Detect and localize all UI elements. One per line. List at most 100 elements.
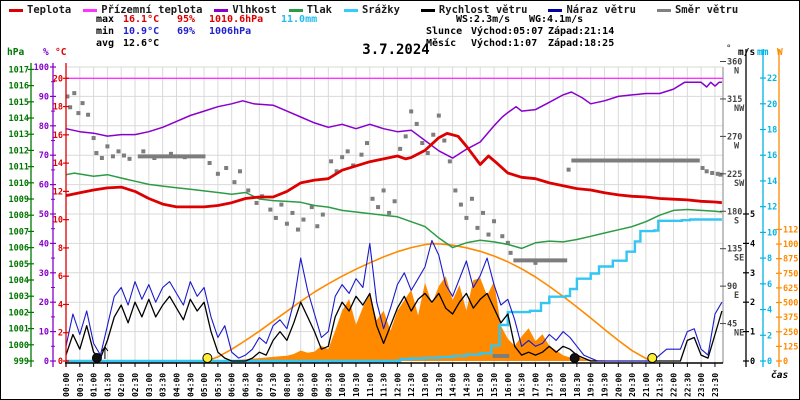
stats-row: min 10.9°C 69% 1006hPa	[96, 26, 356, 38]
svg-text:21:00: 21:00	[642, 373, 651, 397]
svg-text:m/s: m/s	[738, 47, 755, 58]
svg-text:1008: 1008	[9, 211, 29, 221]
svg-text:135: 135	[727, 245, 742, 255]
series-teplota	[65, 132, 723, 209]
moon-icon	[569, 353, 580, 363]
svg-text:23:00: 23:00	[697, 373, 706, 397]
svg-text:20: 20	[53, 74, 63, 84]
chart-title: 3.7.2024	[362, 42, 430, 58]
legend-swatch	[214, 8, 229, 12]
svg-text:1001: 1001	[9, 325, 29, 335]
svg-text:10: 10	[39, 328, 49, 338]
legend-label: Náraz větru	[566, 4, 636, 16]
svg-text:90: 90	[39, 92, 49, 102]
axis-temp: 0 2 4 6 8 10 12 14 16 18 20 °C	[53, 47, 69, 367]
legend-item: Směr větru	[656, 4, 739, 16]
legend-swatch	[656, 8, 671, 12]
stats-row: WS:2.3m/s WG:4.1m/s	[426, 14, 666, 26]
svg-text:3: 3	[750, 269, 755, 279]
svg-text:1016: 1016	[9, 82, 29, 92]
svg-text:11:30: 11:30	[380, 373, 389, 397]
svg-text:00:30: 00:30	[76, 373, 85, 397]
svg-text:11:00: 11:00	[366, 373, 375, 397]
svg-text:16:00: 16:00	[504, 373, 513, 397]
svg-text:1002: 1002	[9, 308, 29, 318]
svg-text:17:30: 17:30	[545, 373, 554, 397]
svg-text:04:30: 04:30	[186, 373, 195, 397]
stats-value: 1010.6hPa	[209, 14, 264, 25]
svg-text:12: 12	[53, 187, 63, 197]
stats-value: 95%	[177, 14, 196, 25]
legend-label: Přízemní teplota	[101, 4, 203, 16]
stats-value: WG:4.1m/s	[529, 14, 584, 25]
svg-text:360: 360	[727, 58, 742, 68]
legend-item: Vlhkost	[214, 4, 277, 16]
svg-text:1125: 1125	[783, 225, 799, 235]
svg-text:1006: 1006	[9, 244, 29, 254]
legend: Teplota Přízemní teplota Vlhkost Tlak Srážky…	[9, 4, 738, 16]
legend-swatch	[420, 8, 435, 12]
series-tlak	[65, 172, 722, 250]
svg-text:05:30: 05:30	[214, 373, 223, 397]
svg-text:13:00: 13:00	[421, 373, 430, 397]
svg-text:08:30: 08:30	[297, 373, 306, 397]
svg-text:19:00: 19:00	[587, 373, 596, 397]
svg-text:05:00: 05:00	[200, 373, 209, 397]
legend-label: Teplota	[27, 4, 72, 16]
svg-text:20:30: 20:30	[628, 373, 637, 397]
stats-value: Slunce	[426, 26, 463, 37]
svg-text:70: 70	[39, 151, 49, 161]
legend-label: Směr větru	[674, 4, 739, 16]
svg-text:2: 2	[58, 329, 63, 339]
svg-text:NW: NW	[734, 104, 745, 114]
svg-text:1017: 1017	[9, 65, 29, 75]
legend-swatch	[9, 8, 23, 12]
svg-text:15:00: 15:00	[476, 373, 485, 397]
svg-text:12: 12	[767, 203, 777, 213]
axis-mm: 0 2 4 6 8 10 12 14 16 18 20 22 mm	[757, 47, 777, 367]
svg-text:18:00: 18:00	[559, 373, 568, 397]
svg-text:1007: 1007	[9, 227, 29, 237]
svg-text:875: 875	[783, 255, 798, 265]
svg-text:S: S	[734, 216, 739, 226]
svg-text:16: 16	[767, 151, 777, 161]
svg-text:375: 375	[783, 313, 798, 323]
svg-text:90: 90	[727, 282, 737, 292]
legend-label: Rychlost větru	[438, 4, 528, 16]
svg-text:10:00: 10:00	[338, 373, 347, 397]
svg-text:0: 0	[44, 357, 49, 367]
legend-label: Srážky	[361, 4, 400, 16]
svg-text:03:00: 03:00	[145, 373, 154, 397]
svg-text:1014: 1014	[9, 114, 29, 124]
svg-text:1005: 1005	[9, 260, 29, 270]
stats-value: WS:2.3m/s	[456, 14, 511, 25]
gridlines	[66, 66, 724, 363]
svg-text:1009: 1009	[9, 195, 29, 205]
svg-text:6: 6	[767, 280, 772, 290]
svg-text:1004: 1004	[9, 276, 29, 286]
svg-text:270: 270	[727, 132, 742, 142]
stats-right: WS:2.3m/s WG:4.1m/s Slunce Východ:05:07 Zápa…	[426, 14, 666, 50]
svg-text:12:00: 12:00	[393, 373, 402, 397]
svg-text:W: W	[777, 47, 783, 58]
stats-value: 11.0mm	[281, 14, 318, 25]
svg-text:315: 315	[727, 95, 742, 105]
svg-text:1012: 1012	[9, 146, 29, 156]
svg-text:00:00: 00:00	[62, 373, 71, 397]
svg-text:1015: 1015	[9, 98, 29, 108]
svg-text:22:00: 22:00	[670, 373, 679, 397]
axis-hum: 0 10 20 30 40 50 60 70 80 90 100%	[34, 47, 56, 367]
moon-icon	[91, 353, 102, 363]
legend-item: Teplota	[9, 4, 71, 16]
svg-text:hPa: hPa	[7, 47, 24, 58]
stats-value: max	[96, 14, 115, 25]
legend-label: Vlhkost	[232, 4, 277, 16]
svg-text:07:30: 07:30	[269, 373, 278, 397]
svg-text:80: 80	[39, 122, 49, 132]
svg-text:45: 45	[727, 320, 737, 330]
svg-text:W: W	[734, 141, 740, 151]
legend-item: Přízemní teplota	[83, 4, 202, 16]
svg-text:0: 0	[783, 357, 788, 367]
